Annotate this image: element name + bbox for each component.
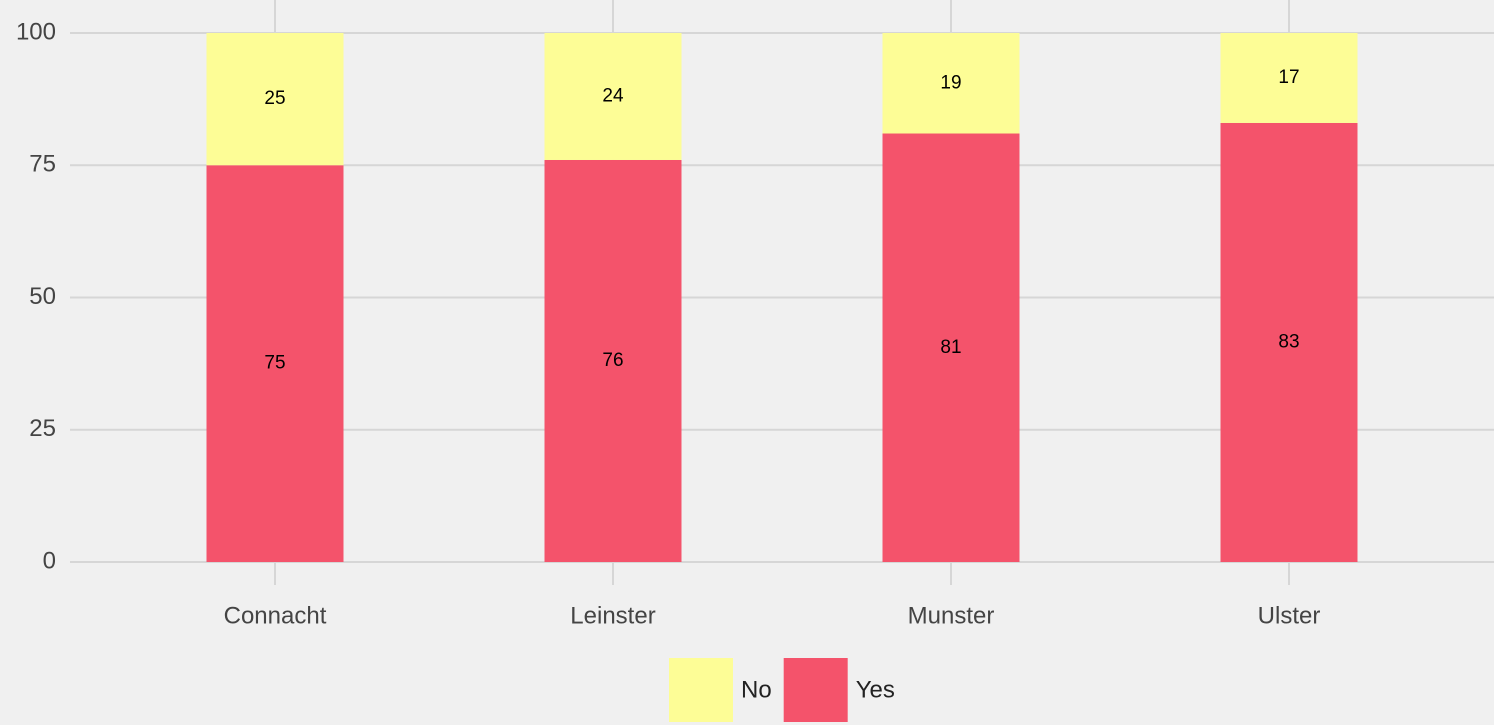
- x-tick-label: Connacht: [224, 602, 327, 629]
- legend-swatch: [783, 658, 848, 722]
- data-label: 83: [1278, 331, 1299, 352]
- bar-segment: [544, 33, 682, 160]
- bar-segment: [544, 159, 682, 562]
- data-label: 81: [940, 337, 961, 358]
- bar-segment: [206, 33, 344, 166]
- legend-swatch: [669, 658, 733, 722]
- data-label: 25: [264, 88, 285, 109]
- data-label: 19: [940, 72, 961, 93]
- legend-label: Yes: [856, 676, 895, 703]
- y-tick-label: 75: [29, 151, 56, 178]
- data-label: 17: [1278, 67, 1299, 88]
- bar-segment: [882, 133, 1020, 562]
- y-tick-label: 50: [29, 283, 56, 310]
- bar-segment: [882, 33, 1020, 134]
- y-tick-label: 25: [29, 415, 56, 442]
- bar-segment: [1220, 33, 1358, 123]
- data-label: 75: [264, 353, 285, 374]
- y-tick-label: 100: [16, 18, 56, 45]
- data-label: 76: [602, 350, 623, 371]
- legend-label: No: [741, 676, 772, 703]
- x-tick-label: Ulster: [1258, 602, 1321, 629]
- bar-segment: [1220, 122, 1358, 563]
- bar-segment: [206, 165, 344, 562]
- x-tick-label: Leinster: [570, 602, 655, 629]
- y-tick-label: 0: [43, 547, 56, 574]
- data-label: 24: [602, 85, 624, 106]
- x-tick-label: Munster: [908, 602, 995, 629]
